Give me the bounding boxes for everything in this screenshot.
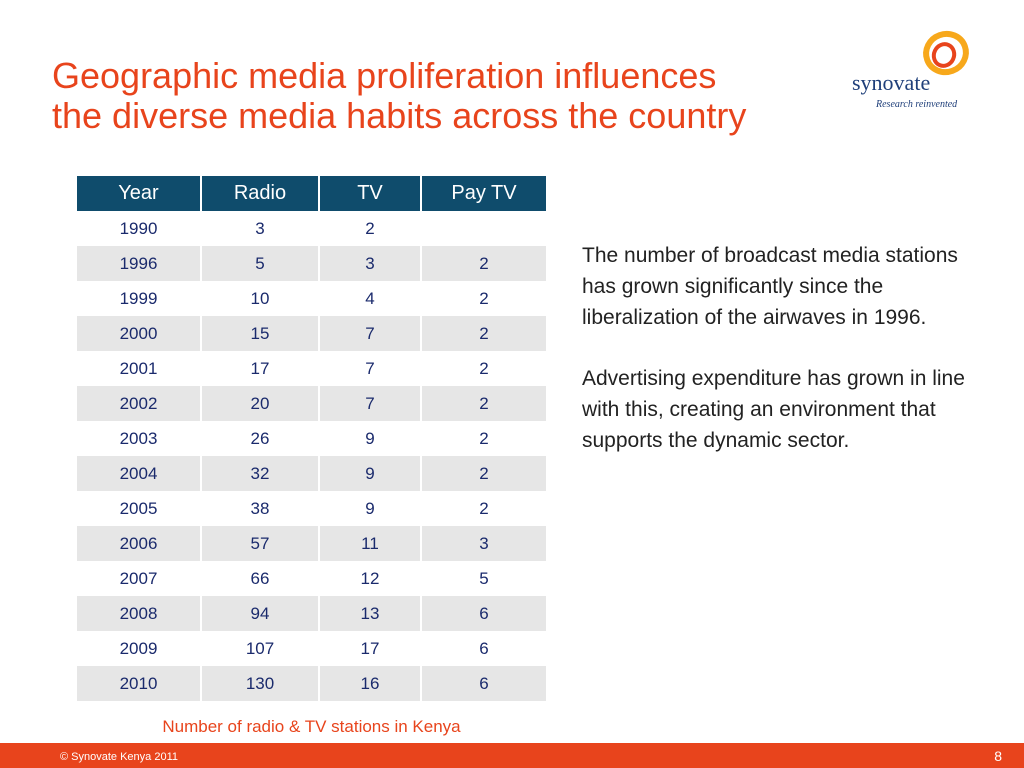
cell-pay-tv: 2 bbox=[421, 316, 546, 351]
synovate-logo: synovate Research reinvented bbox=[850, 28, 980, 118]
table-caption: Number of radio & TV stations in Kenya bbox=[162, 717, 461, 736]
cell-tv: 7 bbox=[319, 316, 422, 351]
table-row: 2004 32 9 2 bbox=[77, 456, 546, 491]
cell-radio: 66 bbox=[201, 561, 320, 596]
cell-year: 1990 bbox=[77, 211, 202, 246]
table-row: 2001 17 7 2 bbox=[77, 351, 546, 386]
cell-pay-tv: 3 bbox=[421, 526, 546, 561]
footer-copyright: © Synovate Kenya 2011 bbox=[60, 751, 178, 763]
slide-title-line-2: the diverse media habits across the coun… bbox=[52, 95, 747, 136]
table-header-row: Year Radio TV Pay TV bbox=[77, 176, 546, 211]
cell-tv: 9 bbox=[319, 421, 422, 456]
cell-tv: 16 bbox=[319, 666, 422, 701]
table-row: 2010 130 16 6 bbox=[77, 666, 546, 701]
cell-radio: 3 bbox=[201, 211, 320, 246]
cell-pay-tv: 2 bbox=[421, 456, 546, 491]
cell-tv: 9 bbox=[319, 456, 422, 491]
table-row: 2005 38 9 2 bbox=[77, 491, 546, 526]
cell-radio: 15 bbox=[201, 316, 320, 351]
header-pay-tv: Pay TV bbox=[421, 176, 546, 211]
cell-radio: 38 bbox=[201, 491, 320, 526]
logo-wordmark: synovate bbox=[852, 70, 931, 95]
cell-year: 2002 bbox=[77, 386, 202, 421]
cell-radio: 5 bbox=[201, 246, 320, 281]
cell-pay-tv: 2 bbox=[421, 421, 546, 456]
cell-radio: 32 bbox=[201, 456, 320, 491]
cell-radio: 10 bbox=[201, 281, 320, 316]
commentary-paragraph-2: Advertising expenditure has grown in lin… bbox=[582, 367, 965, 452]
cell-pay-tv: 6 bbox=[421, 666, 546, 701]
cell-pay-tv: 2 bbox=[421, 351, 546, 386]
commentary: The number of broadcast media stations h… bbox=[582, 240, 992, 456]
table-row: 1990 3 2 bbox=[77, 211, 546, 246]
cell-radio: 107 bbox=[201, 631, 320, 666]
cell-year: 2004 bbox=[77, 456, 202, 491]
cell-tv: 17 bbox=[319, 631, 422, 666]
header-radio: Radio bbox=[201, 176, 320, 211]
cell-pay-tv: 2 bbox=[421, 246, 546, 281]
cell-tv: 12 bbox=[319, 561, 422, 596]
cell-year: 2000 bbox=[77, 316, 202, 351]
table-row: 2006 57 11 3 bbox=[77, 526, 546, 561]
cell-year: 2009 bbox=[77, 631, 202, 666]
cell-radio: 94 bbox=[201, 596, 320, 631]
cell-pay-tv: 2 bbox=[421, 491, 546, 526]
cell-radio: 130 bbox=[201, 666, 320, 701]
cell-year: 2003 bbox=[77, 421, 202, 456]
table-row: 2000 15 7 2 bbox=[77, 316, 546, 351]
cell-year: 1996 bbox=[77, 246, 202, 281]
cell-year: 2005 bbox=[77, 491, 202, 526]
cell-tv: 7 bbox=[319, 386, 422, 421]
cell-tv: 4 bbox=[319, 281, 422, 316]
stations-table: Year Radio TV Pay TV 1990 3 2 1996 5 3 2 1999 10… bbox=[77, 176, 546, 701]
cell-radio: 26 bbox=[201, 421, 320, 456]
cell-pay-tv: 6 bbox=[421, 596, 546, 631]
cell-year: 2001 bbox=[77, 351, 202, 386]
cell-pay-tv: 5 bbox=[421, 561, 546, 596]
slide-title: Geographic media proliferation influence… bbox=[52, 56, 852, 136]
cell-year: 2006 bbox=[77, 526, 202, 561]
cell-radio: 57 bbox=[201, 526, 320, 561]
cell-tv: 11 bbox=[319, 526, 422, 561]
cell-year: 2007 bbox=[77, 561, 202, 596]
table-row: 2003 26 9 2 bbox=[77, 421, 546, 456]
cell-pay-tv: 6 bbox=[421, 631, 546, 666]
cell-tv: 3 bbox=[319, 246, 422, 281]
cell-year: 2008 bbox=[77, 596, 202, 631]
cell-year: 2010 bbox=[77, 666, 202, 701]
table-row: 2008 94 13 6 bbox=[77, 596, 546, 631]
cell-pay-tv bbox=[421, 211, 546, 246]
cell-year: 1999 bbox=[77, 281, 202, 316]
cell-tv: 7 bbox=[319, 351, 422, 386]
table-row: 1996 5 3 2 bbox=[77, 246, 546, 281]
table-body: 1990 3 2 1996 5 3 2 1999 10 4 2 2000 15 7 2 2001 17 7 2 200… bbox=[77, 211, 546, 701]
footer-bar: © Synovate Kenya 2011 8 bbox=[0, 743, 1024, 768]
logo-rings-icon bbox=[923, 30, 969, 76]
header-year: Year bbox=[77, 176, 202, 211]
header-tv: TV bbox=[319, 176, 422, 211]
table-row: 2002 20 7 2 bbox=[77, 386, 546, 421]
cell-pay-tv: 2 bbox=[421, 281, 546, 316]
table-row: 2007 66 12 5 bbox=[77, 561, 546, 596]
cell-tv: 2 bbox=[319, 211, 422, 246]
slide-title-line-1: Geographic media proliferation influence… bbox=[52, 55, 717, 96]
page-number: 8 bbox=[994, 748, 1002, 764]
cell-tv: 13 bbox=[319, 596, 422, 631]
cell-pay-tv: 2 bbox=[421, 386, 546, 421]
cell-radio: 17 bbox=[201, 351, 320, 386]
table-row: 2009 107 17 6 bbox=[77, 631, 546, 666]
cell-radio: 20 bbox=[201, 386, 320, 421]
table-row: 1999 10 4 2 bbox=[77, 281, 546, 316]
commentary-paragraph-1: The number of broadcast media stations h… bbox=[582, 244, 958, 329]
cell-tv: 9 bbox=[319, 491, 422, 526]
logo-tagline: Research reinvented bbox=[876, 99, 958, 110]
